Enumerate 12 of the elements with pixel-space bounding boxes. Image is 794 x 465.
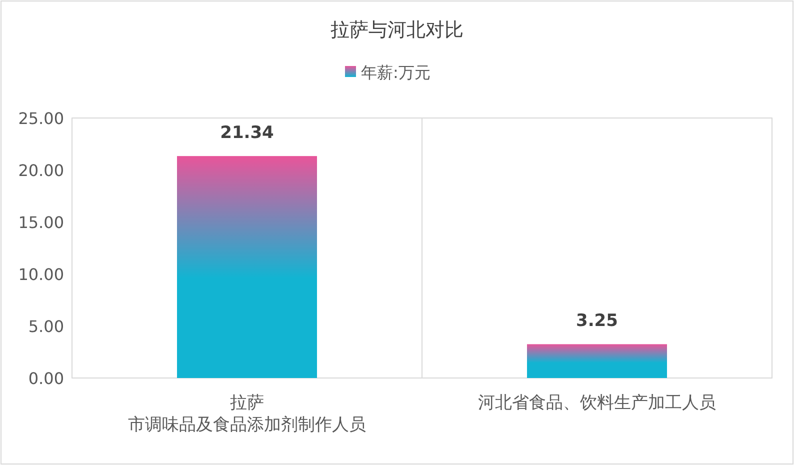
y-tick-label: 0.00: [28, 369, 64, 388]
y-tick-label: 10.00: [18, 265, 64, 284]
data-label: 21.34: [220, 123, 274, 144]
legend-label: 年薪:万元: [361, 63, 430, 82]
x-tick-label: 河北省食品、饮料生产加工人员: [478, 393, 716, 413]
y-tick-label: 5.00: [28, 317, 64, 336]
chart-title: 拉萨与河北对比: [330, 19, 464, 41]
x-tick-label: 拉萨市调味品及食品添加剂制作人员: [128, 393, 366, 435]
data-label: 3.25: [576, 311, 618, 332]
y-tick-label: 20.00: [18, 161, 64, 180]
y-tick-label: 15.00: [18, 213, 64, 232]
y-tick-label: 25.00: [18, 109, 64, 128]
